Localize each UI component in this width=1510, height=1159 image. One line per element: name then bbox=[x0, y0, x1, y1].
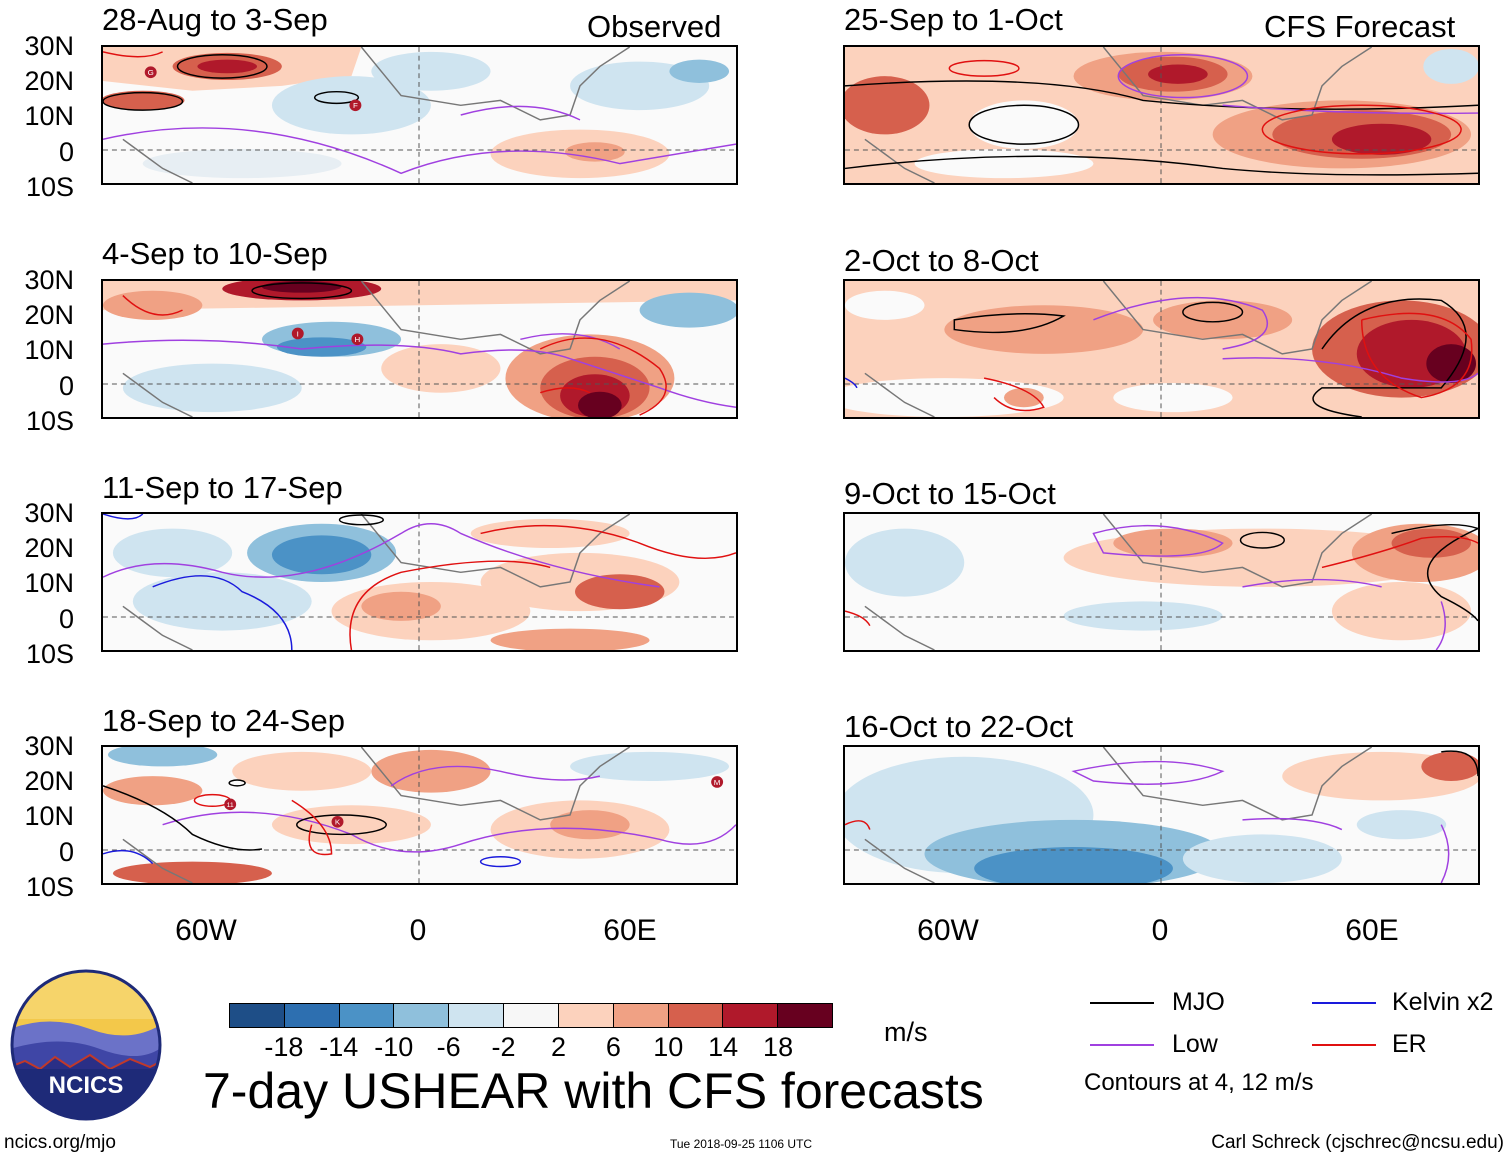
storm-marker: H bbox=[351, 333, 364, 346]
lat-label: 10N bbox=[24, 101, 74, 131]
colorbar-tick-label: 2 bbox=[550, 1032, 566, 1062]
svg-text:I: I bbox=[297, 329, 299, 338]
colorbar-swatch bbox=[612, 1004, 668, 1027]
colorbar-swatch bbox=[777, 1004, 832, 1027]
footer-credit: Carl Schreck (cjschrec@ncsu.edu) bbox=[1211, 1132, 1504, 1153]
colorbar-swatch bbox=[557, 1004, 613, 1027]
map-panel-obs-1: G F bbox=[101, 45, 738, 185]
svg-text:11: 11 bbox=[227, 802, 234, 809]
lat-label: 10S bbox=[25, 639, 74, 669]
colorbar bbox=[229, 1003, 833, 1028]
lat-label: 30N bbox=[24, 31, 74, 61]
lat-label: 30N bbox=[24, 731, 74, 761]
colorbar-swatch bbox=[667, 1004, 723, 1027]
legend-label-kelvin: Kelvin x2 bbox=[1392, 988, 1494, 1016]
ncics-logo: NCICS bbox=[10, 969, 162, 1121]
legend-line-kelvin bbox=[1312, 1002, 1376, 1004]
colorbar-tick-label: 10 bbox=[653, 1032, 684, 1062]
map-panel-cfs-1 bbox=[843, 45, 1480, 185]
colorbar-swatch bbox=[338, 1004, 394, 1027]
storm-marker: 11 bbox=[224, 798, 237, 811]
observed-label: Observed bbox=[587, 9, 722, 44]
svg-text:G: G bbox=[148, 68, 154, 77]
colorbar-swatch bbox=[283, 1004, 339, 1027]
colorbar-tick-label: -6 bbox=[436, 1032, 461, 1062]
panel-title-cfs-2: 2-Oct to 8-Oct bbox=[844, 243, 1039, 278]
colorbar-tick-label: -18 bbox=[264, 1032, 304, 1062]
lat-label: 10S bbox=[25, 406, 74, 436]
lat-label: 30N bbox=[24, 265, 74, 295]
lat-label: 0 bbox=[58, 371, 74, 401]
panel-title-obs-3: 11-Sep to 17-Sep bbox=[102, 470, 343, 505]
lat-label: 20N bbox=[24, 533, 74, 563]
lat-label: 20N bbox=[24, 300, 74, 330]
panel-title-cfs-3: 9-Oct to 15-Oct bbox=[844, 476, 1056, 511]
storm-marker: G bbox=[144, 66, 157, 79]
logo-text: NCICS bbox=[49, 1072, 124, 1099]
lat-label: 0 bbox=[58, 137, 74, 167]
svg-text:K: K bbox=[335, 818, 341, 827]
colorbar-swatch bbox=[503, 1004, 558, 1027]
map-panel-obs-4: 11 K M bbox=[101, 745, 738, 885]
map-panel-cfs-4 bbox=[843, 745, 1480, 885]
cfs-forecast-label: CFS Forecast bbox=[1264, 9, 1456, 44]
lat-label: 30N bbox=[24, 498, 74, 528]
legend-label-er: ER bbox=[1392, 1030, 1427, 1058]
legend-line-mjo bbox=[1090, 1002, 1154, 1004]
lon-label: 0 bbox=[1151, 914, 1169, 947]
colorbar-swatch bbox=[393, 1004, 449, 1027]
svg-text:H: H bbox=[355, 335, 361, 344]
lat-label: 20N bbox=[24, 66, 74, 96]
colorbar-tick-label: -14 bbox=[319, 1032, 359, 1062]
lon-label: 60E bbox=[603, 914, 657, 947]
map-panel-cfs-3 bbox=[843, 512, 1480, 652]
colorbar-tick-label: 6 bbox=[605, 1032, 621, 1062]
main-title: 7-day USHEAR with CFS forecasts bbox=[203, 1063, 984, 1119]
lon-label: 60W bbox=[917, 914, 979, 947]
legend-note: Contours at 4, 12 m/s bbox=[1084, 1069, 1314, 1096]
map-panel-obs-3 bbox=[101, 512, 738, 652]
storm-marker: K bbox=[331, 815, 344, 828]
svg-text:M: M bbox=[714, 778, 721, 787]
legend-label-mjo: MJO bbox=[1172, 988, 1225, 1016]
lat-label: 10N bbox=[24, 801, 74, 831]
lat-label: 10N bbox=[24, 568, 74, 598]
panel-title-cfs-4: 16-Oct to 22-Oct bbox=[844, 709, 1074, 744]
colorbar-tick-label: -10 bbox=[374, 1032, 414, 1062]
lat-label: 20N bbox=[24, 766, 74, 796]
legend-line-low bbox=[1090, 1044, 1154, 1046]
colorbar-tick-label: 18 bbox=[763, 1032, 794, 1062]
colorbar-swatch bbox=[448, 1004, 504, 1027]
colorbar-tick-label: 14 bbox=[708, 1032, 739, 1062]
map-panel-obs-2: I H bbox=[101, 279, 738, 419]
lon-label: 60E bbox=[1345, 914, 1399, 947]
footer-url[interactable]: ncics.org/mjo bbox=[4, 1132, 116, 1153]
colorbar-units: m/s bbox=[884, 1017, 928, 1047]
map-panel-cfs-2 bbox=[843, 279, 1480, 419]
svg-text:F: F bbox=[353, 101, 358, 110]
lat-label: 0 bbox=[58, 837, 74, 867]
colorbar-swatch bbox=[230, 1004, 284, 1027]
storm-marker: F bbox=[349, 99, 362, 112]
panel-title-obs-2: 4-Sep to 10-Sep bbox=[102, 236, 328, 271]
colorbar-swatch bbox=[722, 1004, 778, 1027]
footer-timestamp: Tue 2018-09-25 1106 UTC bbox=[670, 1137, 813, 1151]
lon-label: 60W bbox=[175, 914, 237, 947]
legend-line-er bbox=[1312, 1044, 1376, 1046]
storm-marker: M bbox=[711, 776, 724, 788]
lat-label: 10N bbox=[24, 335, 74, 365]
legend-label-low: Low bbox=[1172, 1030, 1218, 1058]
colorbar-tick-label: -2 bbox=[491, 1032, 516, 1062]
lat-label: 10S bbox=[25, 872, 74, 902]
lat-label: 0 bbox=[58, 604, 74, 634]
lon-label: 0 bbox=[409, 914, 427, 947]
storm-marker: I bbox=[291, 327, 304, 340]
panel-title-cfs-1: 25-Sep to 1-Oct bbox=[844, 2, 1063, 37]
panel-title-obs-1: 28-Aug to 3-Sep bbox=[102, 2, 328, 37]
panel-title-obs-4: 18-Sep to 24-Sep bbox=[102, 703, 346, 738]
lat-label: 10S bbox=[25, 172, 74, 202]
